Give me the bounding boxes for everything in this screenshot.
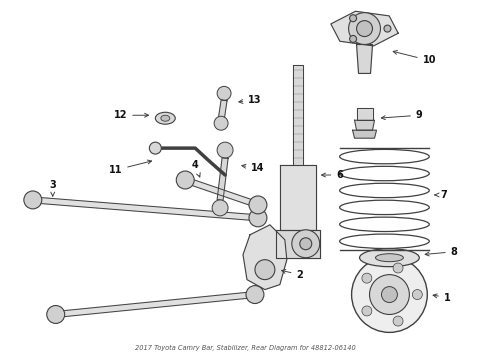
- Circle shape: [255, 260, 275, 280]
- Text: 12: 12: [114, 110, 148, 120]
- Circle shape: [176, 171, 194, 189]
- Circle shape: [349, 15, 357, 22]
- Circle shape: [393, 316, 403, 326]
- Circle shape: [348, 13, 380, 45]
- Ellipse shape: [375, 254, 403, 262]
- Polygon shape: [353, 130, 376, 138]
- Text: 2017 Toyota Camry Bar, Stabilizer, Rear Diagram for 48812-06140: 2017 Toyota Camry Bar, Stabilizer, Rear …: [135, 345, 355, 351]
- Text: 1: 1: [433, 293, 451, 302]
- Text: 6: 6: [321, 170, 343, 180]
- Circle shape: [249, 209, 267, 227]
- Polygon shape: [331, 11, 398, 46]
- Circle shape: [214, 116, 228, 130]
- Text: 11: 11: [109, 160, 151, 175]
- Polygon shape: [355, 120, 374, 130]
- Circle shape: [217, 142, 233, 158]
- Circle shape: [149, 142, 161, 154]
- Polygon shape: [293, 66, 303, 165]
- Polygon shape: [218, 100, 227, 121]
- Circle shape: [349, 35, 357, 42]
- Ellipse shape: [155, 112, 175, 124]
- Text: 2: 2: [282, 270, 303, 280]
- Circle shape: [369, 275, 409, 315]
- Text: 8: 8: [425, 247, 458, 257]
- Circle shape: [393, 263, 403, 273]
- Text: 10: 10: [393, 50, 436, 66]
- Circle shape: [357, 21, 372, 37]
- Text: 5: 5: [49, 314, 62, 324]
- Circle shape: [384, 25, 391, 32]
- Text: 14: 14: [242, 163, 265, 173]
- Circle shape: [249, 196, 267, 214]
- Polygon shape: [280, 165, 316, 230]
- Polygon shape: [357, 108, 372, 120]
- Polygon shape: [276, 230, 319, 258]
- Circle shape: [382, 287, 397, 302]
- Polygon shape: [32, 197, 258, 221]
- Circle shape: [24, 191, 42, 209]
- Ellipse shape: [161, 115, 170, 121]
- Circle shape: [362, 306, 372, 316]
- Text: 3: 3: [49, 180, 56, 196]
- Circle shape: [352, 257, 427, 332]
- Polygon shape: [184, 177, 259, 208]
- Circle shape: [47, 306, 65, 323]
- Circle shape: [362, 273, 372, 283]
- Circle shape: [300, 238, 312, 250]
- Circle shape: [212, 200, 228, 216]
- Circle shape: [413, 289, 422, 300]
- Polygon shape: [217, 158, 228, 200]
- Text: 7: 7: [435, 190, 447, 200]
- Circle shape: [292, 230, 319, 258]
- Text: 9: 9: [381, 110, 423, 120]
- Polygon shape: [357, 45, 372, 73]
- Polygon shape: [243, 225, 287, 289]
- Circle shape: [246, 285, 264, 303]
- Polygon shape: [55, 292, 255, 318]
- Text: 13: 13: [239, 95, 262, 105]
- Ellipse shape: [360, 249, 419, 267]
- Text: 4: 4: [192, 160, 200, 177]
- Circle shape: [217, 86, 231, 100]
